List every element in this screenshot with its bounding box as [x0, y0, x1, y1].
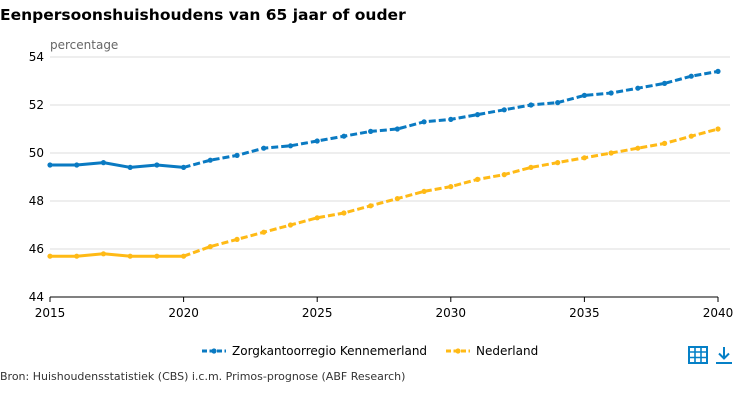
- data-point-series-1: [181, 164, 187, 170]
- data-point-series-2: [608, 150, 614, 156]
- legend-item-series-2[interactable]: Nederland: [446, 343, 538, 359]
- data-point-series-1: [394, 126, 400, 132]
- data-point-series-2: [501, 172, 507, 178]
- data-point-series-1: [368, 128, 374, 134]
- y-tick-label: 54: [29, 50, 44, 64]
- legend-swatch-series-2: [446, 348, 470, 354]
- data-point-series-2: [47, 253, 53, 259]
- legend: Zorgkantoorregio Kennemerland Nederland: [0, 343, 738, 359]
- data-point-series-2: [661, 140, 668, 146]
- data-point-series-2: [154, 253, 160, 259]
- data-point-series-1: [74, 162, 80, 168]
- data-point-series-2: [474, 176, 481, 182]
- x-tick-label: 2030: [436, 306, 467, 320]
- legend-item-series-1[interactable]: Zorgkantoorregio Kennemerland: [202, 343, 427, 359]
- data-point-series-1: [581, 92, 588, 98]
- series-line-2-observed: [48, 252, 186, 258]
- chart-title: Eenpersoonshuishoudens van 65 jaar of ou…: [0, 6, 406, 24]
- data-point-series-1: [234, 152, 240, 158]
- data-point-series-2: [100, 251, 107, 257]
- download-icon[interactable]: [714, 345, 734, 365]
- data-point-series-2: [394, 196, 400, 202]
- data-point-series-1: [154, 162, 160, 168]
- data-point-series-1: [421, 119, 427, 125]
- data-point-series-2: [448, 184, 454, 190]
- data-point-series-2: [555, 160, 561, 166]
- data-point-series-1: [608, 90, 614, 96]
- data-point-series-1: [688, 73, 694, 79]
- data-point-series-1: [555, 100, 561, 106]
- data-point-series-1: [314, 138, 320, 144]
- source-note: Bron: Huishoudensstatistiek (CBS) i.c.m.…: [0, 370, 406, 383]
- legend-label-series-2: Nederland: [476, 344, 539, 358]
- data-point-series-2: [181, 253, 187, 259]
- y-tick-label: 50: [29, 146, 44, 160]
- data-point-series-1: [635, 85, 641, 91]
- data-point-series-2: [287, 222, 294, 228]
- y-axis-label: percentage: [50, 38, 119, 52]
- y-tick-label: 46: [29, 242, 44, 256]
- y-tick-label: 52: [29, 98, 44, 112]
- data-point-series-2: [368, 203, 374, 209]
- data-point-series-1: [448, 116, 454, 122]
- x-tick-label: 2015: [35, 306, 66, 320]
- y-tick-label: 48: [29, 194, 44, 208]
- x-tick-label: 2020: [168, 306, 199, 320]
- data-point-series-2: [207, 244, 213, 250]
- data-point-series-1: [287, 143, 294, 149]
- data-point-series-1: [474, 112, 481, 118]
- data-point-series-1: [661, 80, 668, 86]
- data-point-series-2: [74, 253, 80, 259]
- data-point-series-2: [314, 215, 320, 221]
- y-tick-label: 44: [29, 290, 44, 304]
- data-point-series-1: [715, 68, 721, 74]
- data-point-series-1: [528, 102, 534, 108]
- data-point-series-2: [715, 126, 721, 132]
- data-point-series-1: [207, 157, 213, 163]
- data-point-series-1: [100, 160, 107, 166]
- x-tick-label: 2025: [302, 306, 333, 320]
- data-point-series-2: [127, 253, 133, 259]
- data-point-series-1: [341, 133, 347, 139]
- data-point-series-2: [581, 155, 588, 161]
- data-point-series-2: [528, 164, 534, 170]
- series-line-1-observed: [48, 161, 186, 169]
- legend-label-series-1: Zorgkantoorregio Kennemerland: [232, 344, 428, 358]
- x-tick-label: 2035: [569, 306, 600, 320]
- data-point-series-2: [635, 145, 641, 151]
- data-point-series-2: [688, 133, 694, 139]
- data-point-series-1: [501, 107, 507, 113]
- x-tick-label: 2040: [703, 306, 734, 320]
- data-point-series-2: [341, 210, 347, 216]
- data-point-series-2: [261, 229, 267, 235]
- line-chart: 44 46 48 50 52 54 2015 2020 2025 2030 2035 2040: [29, 50, 734, 320]
- data-point-series-2: [234, 236, 240, 242]
- data-point-series-1: [261, 145, 267, 151]
- legend-swatch-series-1: [202, 348, 226, 354]
- data-point-series-2: [421, 188, 427, 194]
- table-icon[interactable]: [688, 345, 708, 365]
- data-point-series-1: [47, 162, 53, 168]
- data-point-series-1: [127, 164, 133, 170]
